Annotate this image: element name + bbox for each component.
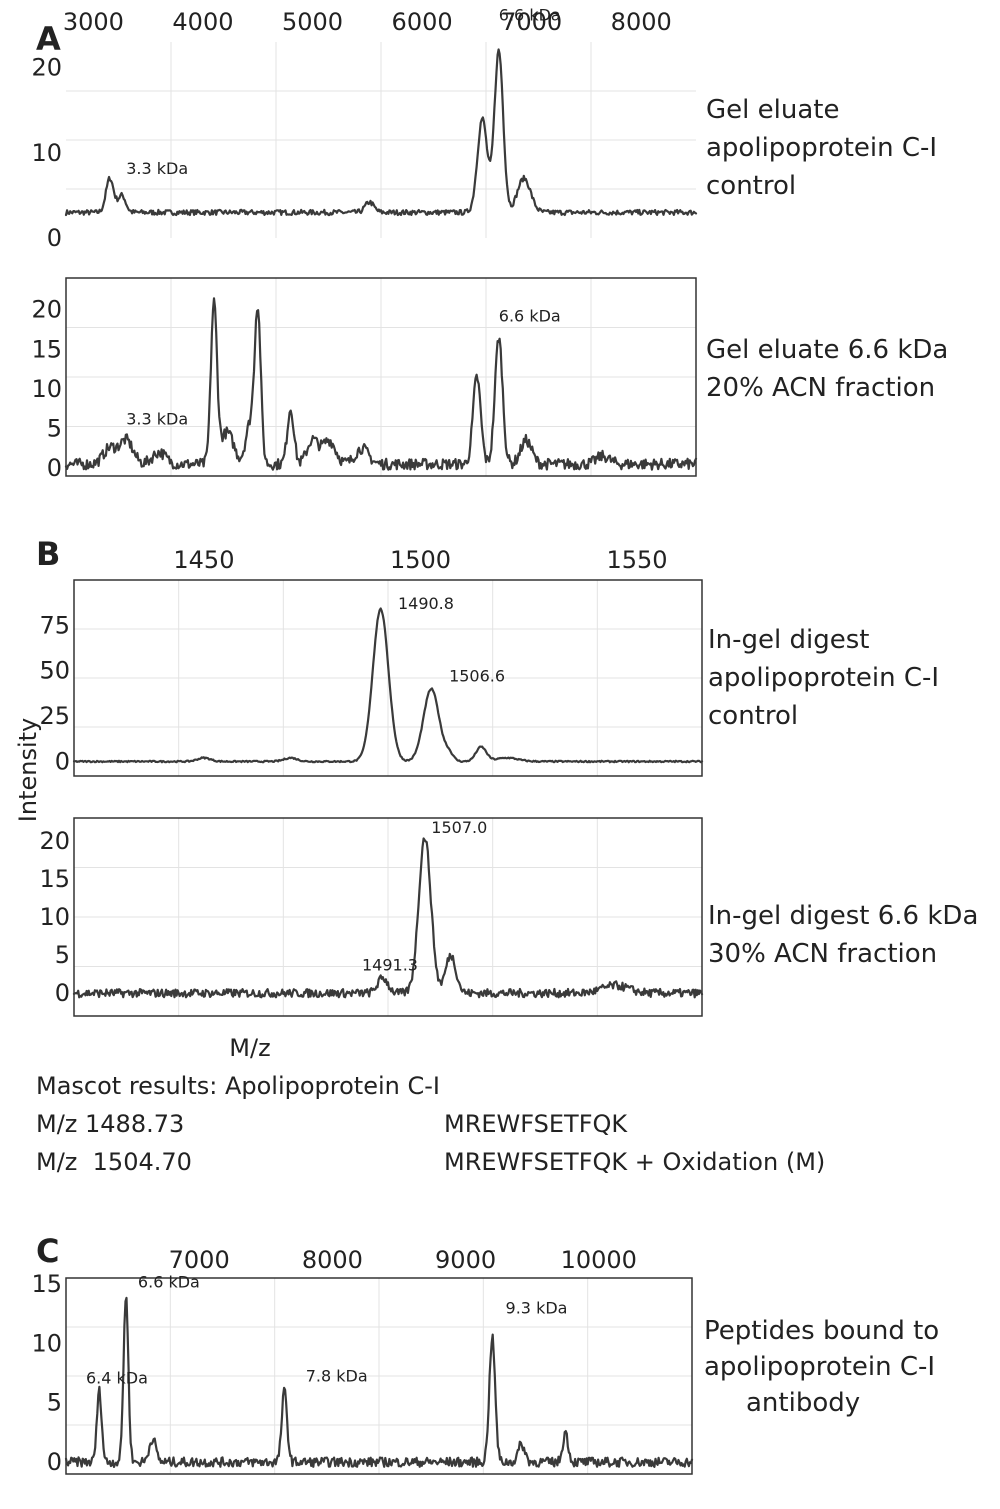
y-tick-label: 50 [39, 657, 70, 685]
peak-label: 6.6 kDa [499, 6, 561, 25]
panel-letter-a: A [36, 20, 61, 58]
peak-label: 7.8 kDa [306, 1366, 368, 1385]
x-tick-label: 7000 [169, 1246, 230, 1274]
y-tick-label: 15 [31, 1270, 62, 1298]
y-tick-label: 0 [47, 224, 62, 252]
x-tick-label: 1450 [173, 546, 234, 574]
side-caption: 30% ACN fraction [708, 939, 937, 969]
panel-letter-b: B [36, 535, 60, 573]
spectrum-trace [72, 607, 704, 764]
spectrum-trace [64, 297, 698, 471]
peak-label: 1506.6 [449, 667, 505, 686]
x-tick-label: 8000 [611, 8, 672, 36]
side-caption: apolipoprotein C-I [706, 133, 937, 163]
x-tick-label: 5000 [282, 8, 343, 36]
peak-label: 9.3 kDa [506, 1299, 568, 1318]
side-caption: apolipoprotein C-I [708, 663, 939, 693]
x-tick-label: 6000 [392, 8, 453, 36]
x-axis-label: M/z [229, 1034, 270, 1062]
side-caption: Gel eluate [706, 95, 839, 125]
side-caption: control [708, 701, 798, 731]
peak-label: 6.6 kDa [138, 1273, 200, 1292]
side-caption: control [706, 171, 796, 201]
side-caption: In-gel digest 6.6 kDa [708, 901, 978, 931]
mascot-results: Mascot results: Apolipoprotein C-I M/z 1… [36, 1072, 825, 1176]
y-tick-label: 5 [47, 1389, 62, 1417]
y-tick-label: 10 [39, 903, 70, 931]
spectrum-trace [64, 1296, 694, 1468]
side-caption: Peptides bound to [704, 1316, 939, 1346]
side-caption: antibody [746, 1388, 860, 1418]
spectrum-trace [72, 837, 704, 999]
spectrum-trace [64, 48, 698, 217]
y-tick-label: 10 [31, 139, 62, 167]
peak-label: 1507.0 [431, 818, 487, 837]
chart-5: 0 5 10 15 7000 8000 9000 10000 6.4 kDa 6.6 kDa 7.8… [31, 1246, 939, 1476]
x-tick-label: 3000 [63, 8, 124, 36]
y-tick-label: 15 [39, 865, 70, 893]
y-tick-label: 20 [39, 827, 70, 855]
side-caption: In-gel digest [708, 625, 869, 655]
x-tick-label: 8000 [302, 1246, 363, 1274]
plot-frame [65, 1277, 693, 1475]
y-tick-label: 5 [55, 941, 70, 969]
y-tick-label: 75 [39, 611, 70, 639]
mascot-mz-1: M/z 1488.73 [36, 1110, 184, 1138]
peak-label: 1490.8 [398, 594, 454, 613]
y-axis-label: Intensity [14, 718, 42, 822]
peak-label: 6.4 kDa [86, 1369, 148, 1388]
peak-label: 6.6 kDa [499, 307, 561, 326]
y-tick-label: 10 [31, 1329, 62, 1357]
chart-4: 0 5 10 15 20 1507.0 1491.3 In-gel digest 6.6 kD… [39, 817, 978, 1017]
y-tick-label: 5 [47, 414, 62, 442]
chart-2: 0 5 10 15 20 3.3 kDa 6.6 kDa Gel eluate 6.6 kDa… [31, 277, 948, 482]
y-tick-label: 0 [47, 454, 62, 482]
side-caption: 20% ACN fraction [706, 373, 935, 403]
y-tick-label: 0 [55, 979, 70, 1007]
plot-frame [65, 277, 697, 477]
mascot-sequence-1: MREWFSETFQK [444, 1110, 628, 1138]
y-tick-label: 20 [31, 296, 62, 324]
y-tick-label: 0 [55, 747, 70, 775]
y-tick-label: 0 [47, 1448, 62, 1476]
x-tick-label: 4000 [172, 8, 233, 36]
x-tick-label: 10000 [561, 1246, 637, 1274]
mascot-title: Mascot results: Apolipoprotein C-I [36, 1072, 440, 1100]
mascot-sequence-2: MREWFSETFQK + Oxidation (M) [444, 1148, 825, 1176]
x-tick-label: 1550 [606, 546, 667, 574]
x-tick-label: 1500 [390, 546, 451, 574]
y-tick-label: 10 [31, 375, 62, 403]
peak-label: 3.3 kDa [126, 159, 188, 178]
y-tick-label: 15 [31, 335, 62, 363]
y-tick-label: 25 [39, 702, 70, 730]
x-tick-label: 9000 [435, 1246, 496, 1274]
peak-label: 3.3 kDa [126, 410, 188, 429]
x-tick-label: 7000 [501, 8, 562, 36]
peak-label: 1491.3 [362, 955, 418, 974]
mascot-mz-2: M/z 1504.70 [36, 1148, 192, 1176]
panel-letter-c: C [36, 1232, 59, 1270]
plot-frame [73, 579, 703, 777]
side-caption: Gel eluate 6.6 kDa [706, 335, 948, 365]
y-tick-label: 20 [31, 54, 62, 82]
plot-frame [73, 817, 703, 1017]
side-caption: apolipoprotein C-I [704, 1352, 935, 1382]
chart-3: 0 25 50 75 1450 1500 1550 1490.8 1506.6 In-gel di… [39, 546, 939, 777]
